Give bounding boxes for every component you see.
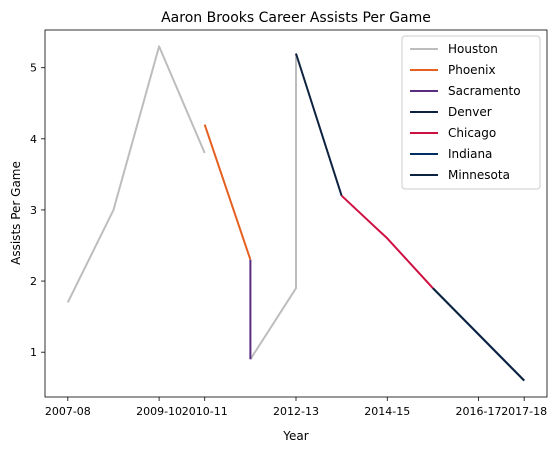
legend-label: Phoenix (448, 63, 496, 77)
legend-box (401, 35, 541, 190)
y-axis-label: Assists Per Game (9, 161, 23, 265)
series-line-phoenix (203, 124, 252, 261)
series-line-denver (295, 53, 343, 197)
series-line-houston (66, 45, 206, 303)
y-tick-label: 3 (30, 204, 37, 217)
series-line-minnesota (432, 287, 525, 382)
y-tick-label: 2 (30, 275, 37, 288)
legend-label: Denver (448, 105, 492, 119)
x-tick-label: 2009-10 (136, 405, 182, 418)
chart-title: Aaron Brooks Career Assists Per Game (161, 10, 431, 26)
y-axis: 1 2 3 4 5 (30, 62, 45, 359)
legend-label: Houston (448, 42, 498, 56)
y-tick-label: 4 (30, 133, 37, 146)
x-tick-label: 2014-15 (364, 405, 410, 418)
x-tick-label: 2007-08 (45, 405, 91, 418)
legend-label: Sacramento (448, 84, 521, 98)
y-tick-label: 5 (30, 62, 37, 75)
series-line-chicago (340, 194, 434, 289)
x-tick-label: 2010-11 (182, 405, 228, 418)
legend-label: Indiana (448, 147, 492, 161)
legend-label: Chicago (448, 126, 496, 140)
x-tick-label: 2017-18 (501, 405, 547, 418)
y-tick-label: 1 (30, 346, 37, 359)
x-axis: 2007-08 2009-10 2010-11 2012-13 2014-15 2016-… (45, 397, 547, 418)
legend: Houston Phoenix Sacramento Denver Chicago Ind… (401, 35, 541, 190)
x-tick-label: 2012-13 (273, 405, 319, 418)
legend-label: Minnesota (448, 168, 510, 182)
series-line-houston (249, 53, 297, 360)
x-tick-label: 2016-17 (456, 405, 502, 418)
plot-area (66, 45, 525, 382)
x-axis-label: Year (282, 429, 308, 443)
